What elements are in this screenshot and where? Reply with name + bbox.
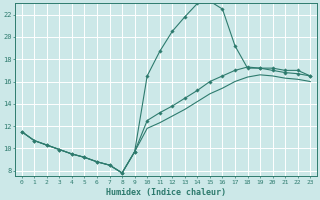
X-axis label: Humidex (Indice chaleur): Humidex (Indice chaleur) xyxy=(106,188,226,197)
